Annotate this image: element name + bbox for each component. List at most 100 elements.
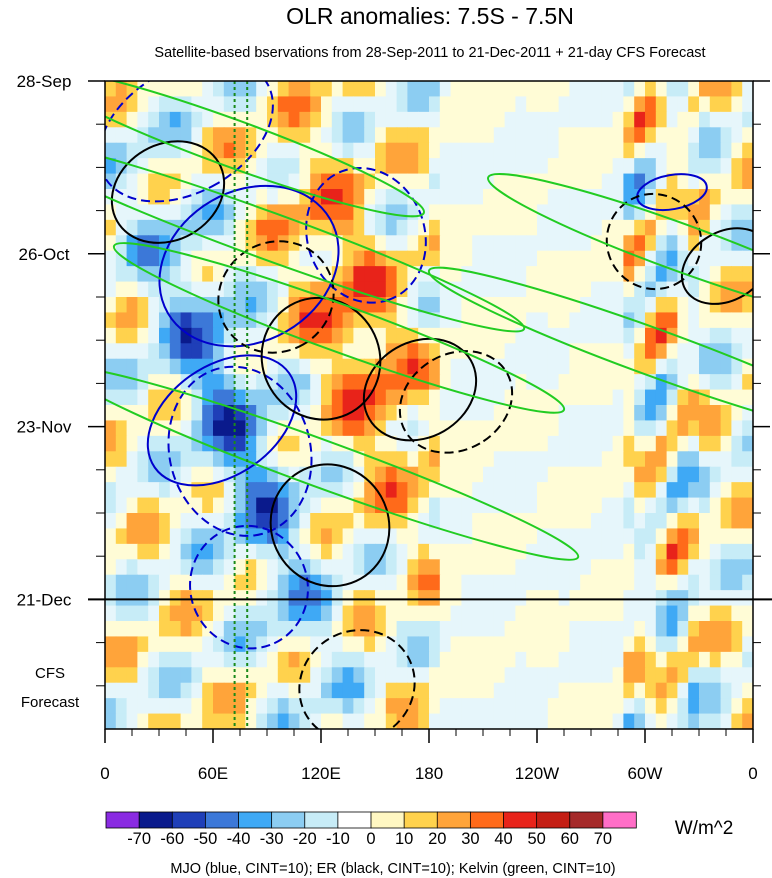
heat-cell — [720, 466, 732, 483]
heat-cell — [159, 435, 171, 452]
heat-cell — [202, 312, 214, 329]
heat-cell — [126, 327, 138, 344]
heat-cell — [461, 621, 473, 638]
heat-cell — [105, 204, 117, 221]
heat-cell — [277, 543, 290, 560]
heat-cell — [364, 389, 376, 406]
heat-cell — [655, 158, 668, 175]
heat-cell — [429, 250, 441, 267]
heat-cell — [742, 343, 753, 360]
heat-cell — [558, 682, 570, 699]
heat-cell — [666, 96, 678, 113]
heat-cell — [223, 142, 236, 159]
heat-cell — [439, 513, 452, 530]
heat-cell — [375, 81, 387, 98]
heat-cell — [742, 374, 753, 391]
heat-cell — [234, 235, 246, 252]
heat-cell — [526, 590, 538, 607]
heat-cell — [493, 343, 506, 360]
heat-cell — [742, 621, 753, 638]
heat-cell — [310, 651, 322, 668]
heat-cell — [115, 559, 128, 576]
heat-cell — [677, 343, 689, 360]
heat-cell — [569, 96, 581, 113]
heat-cell — [191, 405, 203, 422]
heat-cell — [731, 667, 743, 684]
heat-cell — [547, 466, 560, 483]
heat-cell — [699, 374, 711, 391]
heat-cell — [159, 651, 171, 668]
heat-cell — [634, 281, 646, 298]
heat-cell — [353, 574, 365, 591]
heat-cell — [256, 698, 268, 715]
heat-cell — [245, 497, 257, 514]
heat-cell — [169, 389, 182, 406]
heat-cell — [126, 266, 138, 283]
heat-cell — [396, 281, 408, 298]
heat-cell — [634, 621, 646, 638]
heat-cell — [645, 189, 657, 206]
heat-cell — [547, 435, 560, 452]
heat-cell — [677, 636, 689, 653]
heat-cell — [645, 543, 657, 560]
heat-cell — [623, 142, 635, 159]
heat-cell — [472, 651, 484, 668]
heat-cell — [709, 127, 722, 144]
heat-cell — [321, 543, 333, 560]
heat-cell — [137, 111, 149, 128]
heat-cell — [234, 312, 246, 329]
heat-cell — [526, 173, 538, 190]
heat-cell — [645, 219, 657, 236]
heat-cell — [699, 513, 711, 530]
heat-cell — [288, 312, 300, 329]
heat-cell — [288, 297, 300, 314]
heat-cell — [677, 173, 689, 190]
heat-cell — [126, 667, 138, 684]
heat-cell — [180, 343, 192, 360]
heat-cell — [591, 343, 603, 360]
heat-cell — [666, 358, 678, 375]
heat-cell — [515, 189, 527, 206]
heat-cell — [299, 605, 311, 622]
heat-cell — [547, 297, 560, 314]
heat-cell — [126, 389, 138, 406]
heat-cell — [418, 528, 430, 545]
heat-cell — [159, 312, 171, 329]
heat-cell — [159, 451, 171, 468]
colorbar-label: 20 — [428, 830, 446, 848]
heat-cell — [731, 358, 743, 375]
heat-cell — [169, 543, 182, 560]
heat-cell — [234, 111, 246, 128]
heat-cell — [180, 420, 192, 437]
heat-cell — [483, 698, 495, 715]
heat-cell — [709, 698, 722, 715]
heat-cell — [375, 682, 387, 699]
heat-cell — [148, 96, 160, 113]
heat-cell — [677, 358, 689, 375]
heat-cell — [623, 158, 635, 175]
heat-cell — [547, 559, 560, 576]
heat-cell — [191, 574, 203, 591]
heat-cell — [256, 651, 268, 668]
heat-cell — [526, 204, 538, 221]
heat-cell — [591, 358, 603, 375]
heat-cell — [666, 713, 678, 729]
heat-cell — [105, 698, 117, 715]
heat-cell — [321, 605, 333, 622]
heat-cell — [655, 713, 668, 729]
heat-cell — [115, 451, 128, 468]
heat-cell — [202, 250, 214, 267]
heat-cell — [537, 266, 549, 283]
heat-cell — [666, 651, 678, 668]
heat-cell — [148, 590, 160, 607]
heat-cell — [504, 142, 516, 159]
heat-cell — [310, 435, 322, 452]
heat-cell — [504, 667, 516, 684]
heat-cell — [137, 173, 149, 190]
heat-cell — [288, 127, 300, 144]
heat-cell — [515, 374, 527, 391]
heat-cell — [472, 574, 484, 591]
heat-cell — [720, 297, 732, 314]
heat-cell — [115, 513, 128, 530]
heat-cell — [223, 420, 236, 437]
